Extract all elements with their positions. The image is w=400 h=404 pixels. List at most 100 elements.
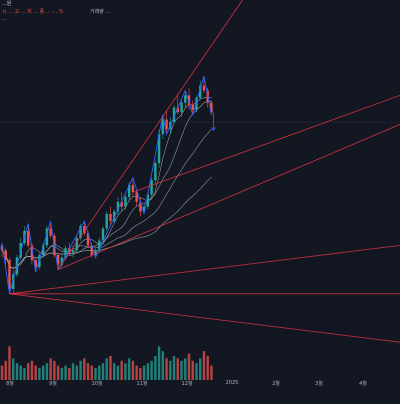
volume-bar [165, 358, 168, 380]
candle-body [34, 259, 37, 268]
volume-bar [23, 368, 26, 380]
volume-bar [135, 365, 138, 380]
candle-body [195, 97, 198, 110]
candle-body [180, 102, 183, 113]
volume-bar [124, 363, 127, 380]
volume-bar [71, 363, 75, 380]
symbol-title[interactable]: ...원 [2, 1, 12, 7]
volume-bar [120, 360, 123, 380]
volume-bar [30, 360, 34, 380]
candle-body [184, 95, 187, 103]
volume-bar [199, 358, 202, 380]
candle-body [157, 134, 161, 164]
candle-body [68, 247, 71, 253]
volume-bar [116, 365, 120, 380]
volume-bar [195, 363, 198, 380]
volume-bar [38, 368, 41, 380]
candle-body [94, 250, 97, 256]
volume-bar [12, 358, 15, 380]
candle-body [4, 250, 7, 260]
volume-bar [64, 365, 67, 380]
volume-bar [172, 356, 176, 380]
trend-line [57, 0, 244, 270]
candle-body [60, 257, 64, 265]
trend-line [132, 94, 400, 193]
candle-body [49, 228, 52, 236]
volume-label: 거래량 ... [90, 9, 111, 15]
volume-bar [53, 360, 56, 380]
candle-body [30, 245, 34, 260]
time-tick: 11월 [136, 381, 148, 387]
candle-body [135, 192, 138, 202]
time-tick: 2025 [225, 380, 239, 386]
volume-bar [15, 363, 19, 380]
candle-body [210, 102, 213, 113]
ohlc-readout: 시 ... 고 ... 저 ... 종 ... -...% [2, 9, 64, 15]
volume-bar [79, 360, 82, 380]
candle-body [172, 107, 176, 122]
volume-bar [127, 358, 131, 380]
volume-bar [83, 358, 86, 380]
time-axis[interactable]: 8월 9월 10월 11월 12월 2025 2월 3월 4월 [0, 376, 400, 400]
candle-body [101, 228, 105, 241]
candle-body [124, 197, 127, 207]
volume-bar [176, 358, 179, 380]
candle-body [176, 107, 179, 113]
volume-bar [161, 351, 165, 380]
candle-body [79, 226, 82, 239]
candle-body [56, 255, 60, 265]
candle-body [150, 180, 153, 195]
candle-body [109, 213, 112, 222]
candle-body [161, 119, 165, 135]
volume-bar [210, 365, 213, 380]
candle-body [116, 201, 120, 212]
volume-bar [86, 363, 90, 380]
candle-body [26, 230, 30, 246]
volume-bar [4, 360, 7, 380]
time-tick: 8월 [6, 381, 14, 387]
time-tick: 12월 [181, 381, 193, 387]
volume-bar [202, 351, 206, 380]
candle-body [8, 259, 11, 289]
zigzag-line [1, 75, 212, 294]
volume-bar [105, 358, 108, 380]
volume-bar [157, 346, 161, 380]
timeframe-label[interactable]: ... [2, 16, 7, 22]
trend-line [9, 293, 400, 343]
candle-body [142, 206, 146, 212]
chart-header: ...원 시 ... 고 ... 저 ... 종 ... -...% ... 거… [0, 0, 400, 24]
candle-body [38, 255, 41, 268]
time-tick: 3월 [315, 381, 323, 387]
time-tick: 2월 [272, 381, 280, 387]
volume-bar [0, 365, 4, 380]
candle-body [98, 240, 101, 251]
volume-bar [187, 353, 191, 380]
volume-bar [109, 356, 112, 380]
volume-bar [90, 365, 93, 380]
time-tick: 9월 [49, 381, 57, 387]
candle-body [105, 213, 108, 229]
candle-body [165, 119, 168, 130]
trendline-layer[interactable] [9, 0, 400, 343]
candle-body [113, 211, 116, 222]
candle-body [187, 95, 191, 106]
volume-bar [56, 365, 60, 380]
candle-body [191, 105, 194, 110]
volume-bar [131, 360, 135, 380]
volume-bar [169, 360, 172, 380]
candle-body [86, 233, 90, 246]
volume-bar [94, 368, 97, 380]
volume-bar [146, 363, 150, 380]
volume-bar [98, 365, 101, 380]
volume-bar [191, 360, 194, 380]
volume-bar [75, 365, 78, 380]
candle-body [202, 85, 206, 91]
candle-body [12, 274, 15, 289]
volume-bar [45, 363, 49, 380]
candle-body [71, 250, 75, 253]
arrow-layer [211, 112, 216, 132]
volume-bar [101, 363, 105, 380]
